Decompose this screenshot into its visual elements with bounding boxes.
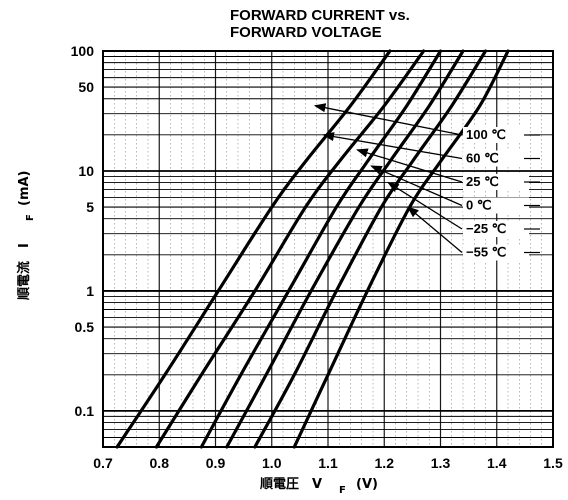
- x-tick-label: 1.4: [487, 455, 507, 471]
- x-tick-label: 0.9: [206, 455, 226, 471]
- legend-label: 100 ℃: [466, 127, 506, 142]
- legend-label-bg: [463, 244, 529, 261]
- x-axis-label-unit: (V): [356, 477, 378, 492]
- legend-label: 0 ℃: [466, 198, 491, 213]
- plot-frame: [102, 50, 554, 448]
- legend-label-bg: [463, 150, 529, 167]
- legend-label-bg: [463, 127, 529, 143]
- legend-arrow: [356, 148, 463, 183]
- legend-label-bg: [463, 174, 529, 190]
- y-tick-label: 0.5: [75, 319, 95, 335]
- plot-border: [102, 50, 554, 448]
- series-line-2: [199, 49, 443, 449]
- chart-title-line1: FORWARD CURRENT vs.: [230, 7, 410, 24]
- y-tick-label: 50: [78, 79, 94, 95]
- x-tick-label: 1.0: [262, 455, 282, 471]
- legend-label: −55 ℃: [466, 245, 506, 260]
- series-line-4: [253, 49, 488, 449]
- x-tick-label: 0.8: [150, 455, 170, 471]
- legend-arrow: [387, 181, 463, 230]
- chart-title-line2: FORWARD VOLTAGE: [230, 24, 382, 41]
- y-axis-label-sub: F: [25, 214, 36, 221]
- y-axis-label-main: 順電流 I: [16, 243, 32, 300]
- x-axis-label-sub: F: [339, 485, 346, 496]
- y-tick-label: 1: [86, 283, 94, 299]
- legend-label: 60 ℃: [466, 151, 499, 166]
- x-tick-label: 1.1: [318, 455, 338, 471]
- series-line-5: [292, 49, 510, 449]
- legend-arrow: [370, 165, 463, 207]
- y-tick-label: 100: [71, 43, 95, 59]
- legend-label: 25 ℃: [466, 174, 499, 189]
- y-axis-label: 順電流 I F (mA): [16, 171, 36, 301]
- x-tick-label: 1.3: [431, 455, 451, 471]
- curves: [115, 49, 510, 449]
- y-axis-label-unit: (mA): [17, 171, 32, 207]
- legend-arrow: [322, 132, 463, 160]
- legend-label-bg: [463, 221, 529, 237]
- y-tick-label: 5: [86, 199, 94, 215]
- legend-label-bg: [463, 197, 529, 214]
- series-line-0: [115, 49, 392, 449]
- legend-label: −25 ℃: [466, 221, 506, 236]
- x-axis-label-main: 順電圧 V: [260, 477, 322, 492]
- tick-labels: 0.7 0.8 0.9 1.0 1.1 1.2 1.3 1.4 1.5 100 50 10 5 1 0.5 0…: [71, 43, 563, 471]
- x-tick-label: 1.5: [543, 455, 563, 471]
- x-tick-label: 0.7: [93, 455, 113, 471]
- x-tick-label: 1.2: [375, 455, 395, 471]
- legend-arrow: [313, 103, 463, 136]
- series-line-1: [154, 49, 426, 449]
- legend-arrow: [406, 206, 463, 253]
- y-tick-label: 0.1: [75, 403, 95, 419]
- series-line-3: [225, 49, 465, 449]
- y-tick-label: 10: [78, 163, 94, 179]
- legend: 100 ℃ 60 ℃ 25 ℃ 0 ℃ −25 ℃ −55 ℃: [313, 103, 540, 261]
- grid: [102, 50, 554, 448]
- x-axis-label: 順電圧 V F (V): [260, 477, 378, 496]
